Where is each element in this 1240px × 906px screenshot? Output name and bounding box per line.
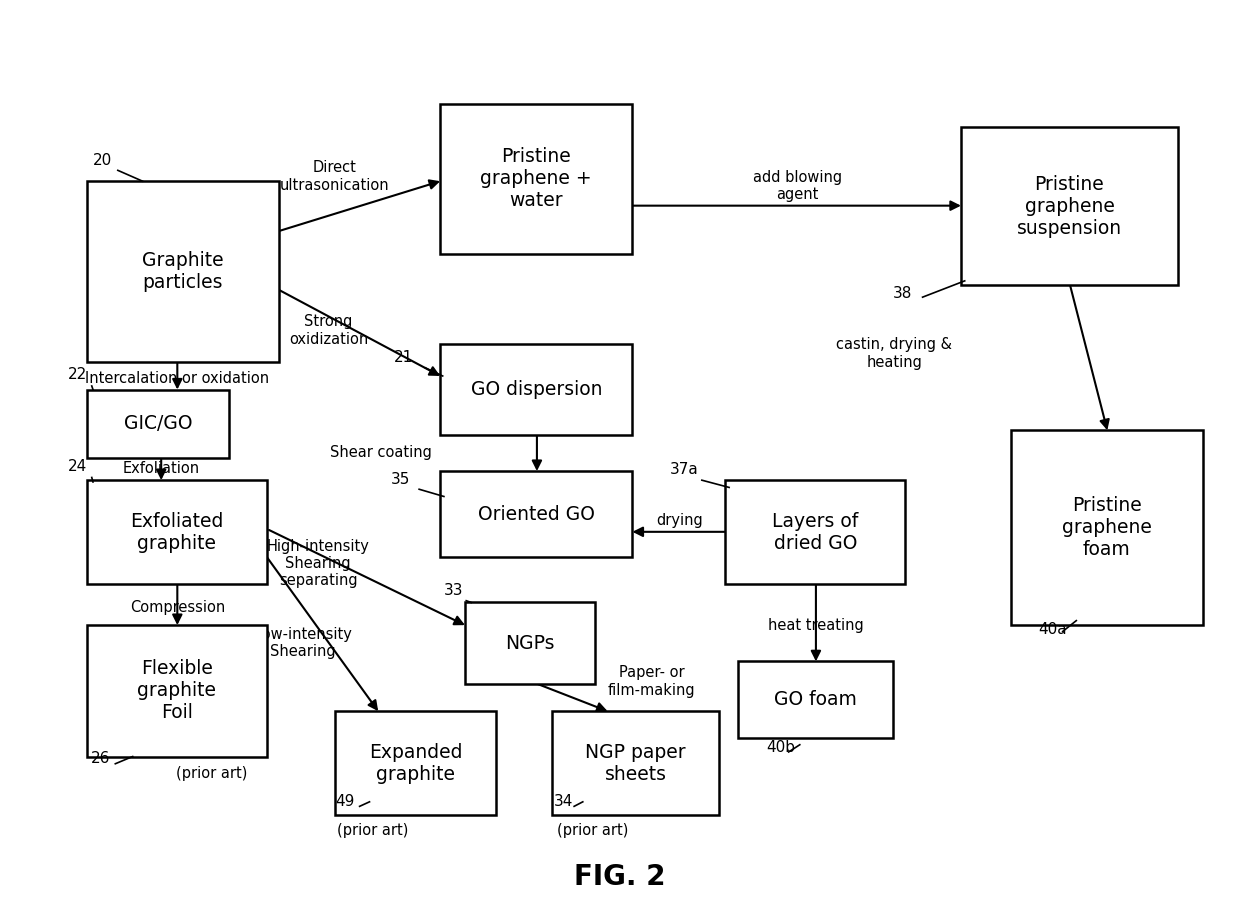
Text: GIC/GO: GIC/GO [124, 414, 192, 433]
Text: FIG. 2: FIG. 2 [574, 863, 666, 891]
Text: 21: 21 [394, 350, 414, 365]
Text: Shear coating: Shear coating [330, 446, 432, 460]
Text: 20: 20 [93, 152, 113, 168]
Text: drying: drying [656, 514, 703, 528]
Text: (prior art): (prior art) [337, 823, 409, 838]
Text: 26: 26 [91, 751, 110, 766]
Text: 40b: 40b [766, 739, 795, 755]
Text: NGPs: NGPs [506, 634, 554, 652]
Text: Oriented GO: Oriented GO [477, 505, 595, 524]
Text: Low-intensity
Shearing: Low-intensity Shearing [254, 627, 352, 660]
Text: Compression: Compression [130, 600, 224, 614]
Text: GO foam: GO foam [774, 690, 857, 709]
Text: Paper- or
film-making: Paper- or film-making [608, 665, 696, 698]
FancyBboxPatch shape [335, 711, 496, 815]
FancyBboxPatch shape [465, 602, 595, 684]
Text: Expanded
graphite: Expanded graphite [368, 743, 463, 784]
FancyBboxPatch shape [552, 711, 719, 815]
FancyBboxPatch shape [440, 471, 632, 557]
FancyBboxPatch shape [87, 625, 267, 757]
Text: Exfoliated
graphite: Exfoliated graphite [130, 512, 223, 553]
Text: Pristine
graphene
suspension: Pristine graphene suspension [1017, 175, 1122, 237]
FancyBboxPatch shape [87, 480, 267, 584]
Text: 34: 34 [554, 794, 574, 809]
Text: 37a: 37a [670, 462, 698, 477]
Text: Pristine
graphene
foam: Pristine graphene foam [1061, 496, 1152, 559]
Text: Exfoliation: Exfoliation [123, 461, 200, 476]
Text: Layers of
dried GO: Layers of dried GO [773, 512, 858, 553]
Text: (prior art): (prior art) [176, 766, 248, 781]
Text: Pristine
graphene +
water: Pristine graphene + water [480, 148, 593, 210]
Text: Intercalation or oxidation: Intercalation or oxidation [86, 371, 269, 386]
FancyBboxPatch shape [725, 480, 905, 584]
Text: 24: 24 [68, 458, 88, 474]
Text: 40a: 40a [1038, 622, 1066, 637]
FancyBboxPatch shape [440, 104, 632, 254]
FancyBboxPatch shape [738, 661, 893, 738]
Text: Graphite
particles: Graphite particles [143, 251, 223, 293]
Text: 38: 38 [893, 285, 913, 301]
Text: Direct
ultrasonication: Direct ultrasonication [280, 160, 389, 193]
Text: (prior art): (prior art) [557, 823, 629, 838]
FancyBboxPatch shape [87, 390, 229, 458]
Text: heat treating: heat treating [768, 618, 864, 632]
FancyBboxPatch shape [1011, 430, 1203, 625]
FancyBboxPatch shape [440, 344, 632, 435]
Text: castin, drying &
heating: castin, drying & heating [836, 337, 952, 370]
Text: 33: 33 [444, 583, 464, 598]
Text: GO dispersion: GO dispersion [470, 381, 603, 399]
FancyBboxPatch shape [961, 127, 1178, 285]
Text: 49: 49 [335, 794, 355, 809]
Text: add blowing
agent: add blowing agent [753, 169, 842, 202]
FancyBboxPatch shape [87, 181, 279, 362]
Text: Flexible
graphite
Foil: Flexible graphite Foil [138, 660, 216, 722]
Text: 22: 22 [68, 367, 88, 382]
Text: NGP paper
sheets: NGP paper sheets [585, 743, 686, 784]
Text: 35: 35 [391, 471, 410, 487]
Text: High-intensity
Shearing
separating: High-intensity Shearing separating [267, 539, 370, 588]
Text: Strong
oxidization: Strong oxidization [289, 314, 368, 347]
